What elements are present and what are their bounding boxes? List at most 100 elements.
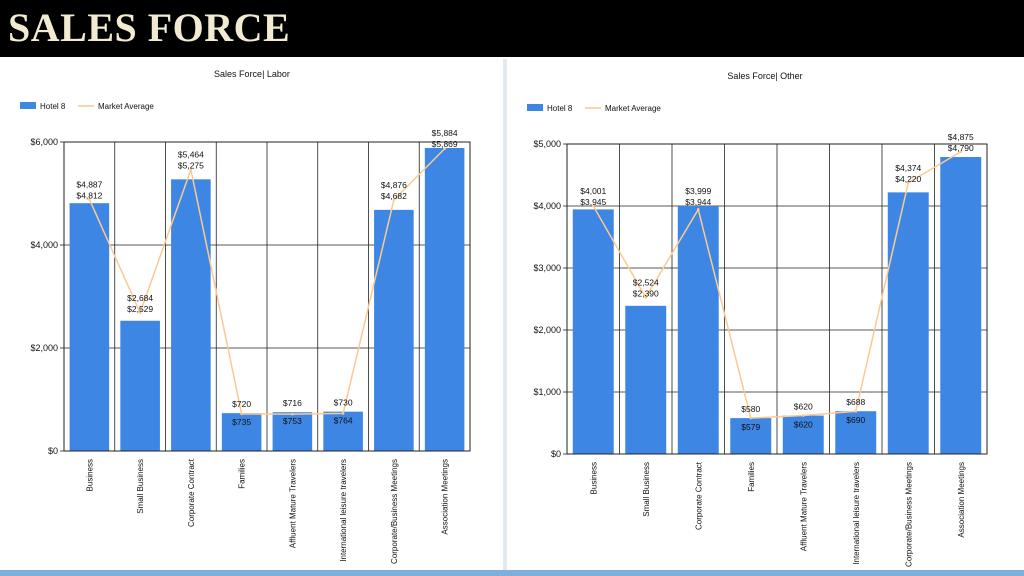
legend-label-hotel: Hotel 8 xyxy=(547,104,573,113)
bar xyxy=(171,179,211,451)
market-average-point xyxy=(392,198,396,202)
market-average-line xyxy=(88,148,446,415)
x-category-label: Families xyxy=(238,459,247,489)
market-value-label: $4,876 xyxy=(381,180,407,190)
y-tick-label: $6,000 xyxy=(30,137,58,147)
chart-title: Sales Force| Other xyxy=(727,71,802,81)
market-average-point xyxy=(240,412,243,416)
bar-value-label: $735 xyxy=(232,417,251,427)
legend-label-market: Market Average xyxy=(605,104,661,113)
market-value-label: $4,875 xyxy=(948,132,974,142)
y-tick-label: $5,000 xyxy=(533,139,561,149)
x-category-label: Business xyxy=(85,459,94,491)
bar-value-label: $4,790 xyxy=(948,143,974,153)
market-value-label: $3,944 xyxy=(685,197,711,207)
x-category-label: Business xyxy=(589,462,598,494)
x-category-label: International leisure travelers xyxy=(852,462,861,565)
market-value-label: $4,887 xyxy=(76,179,102,189)
market-average-point xyxy=(138,311,142,315)
bar xyxy=(572,209,614,454)
legend-swatch-hotel xyxy=(527,104,543,111)
bar-value-label: $764 xyxy=(334,416,353,426)
market-value-label: $720 xyxy=(232,399,251,409)
bar-value-label: $5,884 xyxy=(432,128,458,138)
market-value-label: $730 xyxy=(334,398,353,408)
bar-value-label: $3,999 xyxy=(685,186,711,196)
bar xyxy=(730,418,772,454)
bar-value-label: $4,220 xyxy=(895,174,921,184)
market-average-point xyxy=(189,168,193,171)
bar xyxy=(69,203,110,451)
bar-value-label: $753 xyxy=(283,416,302,426)
market-value-label: $580 xyxy=(741,404,760,414)
market-average-point xyxy=(341,412,345,415)
x-category-label: Association Meetings xyxy=(957,462,966,538)
market-value-label: $716 xyxy=(283,398,302,408)
bar xyxy=(940,157,982,454)
market-value-label: $688 xyxy=(846,397,865,407)
title-bar: SALES FORCE xyxy=(0,0,1024,57)
y-tick-label: $0 xyxy=(48,446,58,456)
bar xyxy=(835,411,877,454)
bar xyxy=(272,412,313,451)
x-category-label: Families xyxy=(747,462,756,492)
bar xyxy=(424,147,465,451)
market-average-point xyxy=(443,147,446,151)
market-average-line xyxy=(592,151,962,419)
y-tick-label: $2,000 xyxy=(30,343,58,353)
y-tick-label: $2,000 xyxy=(533,325,561,335)
bar-value-label: $620 xyxy=(794,420,813,430)
x-category-label: Association Meetings xyxy=(441,459,450,535)
chart-panel-other: Sales Force| Other Hotel 8 Market Average $… xyxy=(507,59,1024,570)
bar-value-label: $2,529 xyxy=(127,304,153,314)
market-average-point xyxy=(906,181,910,185)
market-value-label: $5,869 xyxy=(432,139,458,149)
y-tick-label: $4,000 xyxy=(533,201,561,211)
x-category-label: Corporate Contract xyxy=(187,458,196,527)
legend-label-hotel: Hotel 8 xyxy=(40,102,66,111)
bar xyxy=(625,305,667,454)
x-category-label: Corporate/Business Meetings xyxy=(390,459,399,564)
market-value-label: $4,001 xyxy=(580,186,606,196)
y-tick-label: $4,000 xyxy=(30,240,58,250)
chart-title: Sales Force| Labor xyxy=(214,69,290,79)
market-value-label: $2,684 xyxy=(127,293,153,303)
market-average-point xyxy=(644,296,648,299)
chart-other: Sales Force| Other Hotel 8 Market Average $… xyxy=(527,71,988,567)
bar-value-label: $2,390 xyxy=(633,289,659,299)
bar xyxy=(221,413,262,451)
bar-value-label: $4,682 xyxy=(381,191,407,201)
market-average-point xyxy=(854,410,858,413)
x-category-label: Affluent Mature Travelers xyxy=(288,459,297,548)
x-category-label: Affluent Mature Travelers xyxy=(799,462,808,551)
plot-frame xyxy=(566,143,988,455)
market-average-point xyxy=(696,208,700,211)
bar-value-label: $579 xyxy=(741,422,760,432)
x-category-label: Corporate Contract xyxy=(694,461,703,530)
bar xyxy=(887,192,929,455)
y-tick-label: $0 xyxy=(551,449,561,459)
bar xyxy=(782,415,824,454)
bar xyxy=(120,320,160,451)
bar xyxy=(374,209,414,451)
market-average-point xyxy=(291,412,294,416)
market-average-point xyxy=(749,416,753,420)
bar-value-label: $690 xyxy=(846,415,865,425)
chart-labor: Sales Force| Labor Hotel 8 Market Average $… xyxy=(20,69,471,564)
market-value-label: $4,374 xyxy=(895,163,921,173)
bottom-accent-bar xyxy=(0,570,1024,576)
legend-label-market: Market Average xyxy=(98,102,154,111)
x-category-label: Small Business xyxy=(136,459,145,514)
market-average-point xyxy=(959,150,963,154)
market-average-point xyxy=(88,198,91,201)
y-tick-label: $3,000 xyxy=(533,263,561,273)
page-title: SALES FORCE xyxy=(8,5,291,50)
bar xyxy=(323,411,363,451)
plot-frame xyxy=(63,141,471,452)
chart-panel-labor: Sales Force| Labor Hotel 8 Market Average $… xyxy=(0,59,503,570)
bar xyxy=(677,206,719,454)
legend-swatch-hotel xyxy=(20,102,36,109)
bar-value-label: $5,275 xyxy=(178,161,204,171)
x-category-label: International leisure travelers xyxy=(339,459,348,562)
y-tick-label: $1,000 xyxy=(533,387,561,397)
